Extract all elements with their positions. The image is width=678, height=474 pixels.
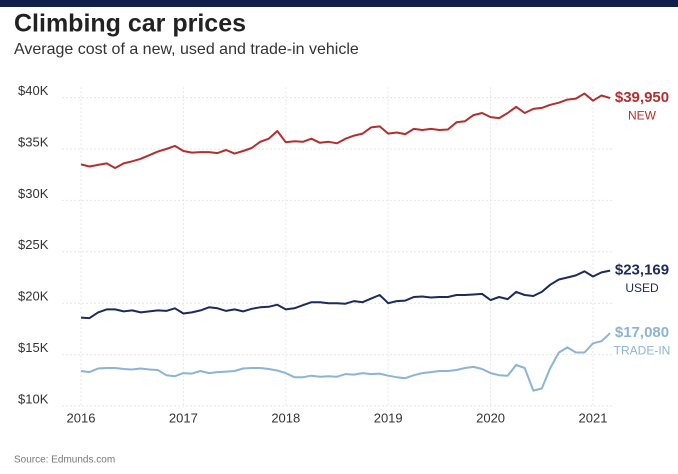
y-tick-label: $20K <box>18 289 49 304</box>
source: Source: Edmunds.com <box>14 455 115 466</box>
top-bar <box>0 0 678 7</box>
legend-label: TRADE-IN <box>614 343 671 357</box>
x-tick-label: 2019 <box>374 410 403 425</box>
end-value-label: $39,950 <box>615 89 669 106</box>
series-line <box>80 269 611 320</box>
y-tick-label: $15K <box>18 340 49 355</box>
chart-subtitle: Average cost of a new, used and trade-in… <box>14 41 359 58</box>
x-tick-label: 2017 <box>169 410 198 425</box>
legend-label: USED <box>625 281 659 295</box>
y-tick-label: $40K <box>18 83 49 98</box>
end-value-label: $23,169 <box>615 262 669 279</box>
x-tick-label: 2021 <box>579 410 608 425</box>
legend-label: NEW <box>628 108 657 122</box>
end-value-label: $17,080 <box>615 324 669 341</box>
x-tick-label: 2018 <box>271 410 300 425</box>
y-tick-label: $10K <box>18 391 49 406</box>
series-line <box>80 92 611 169</box>
x-tick-label: 2016 <box>67 410 96 425</box>
x-tick-label: 2020 <box>476 410 505 425</box>
chart-title: Climbing car prices <box>14 10 246 38</box>
series-line <box>80 332 611 392</box>
y-tick-label: $25K <box>18 237 49 252</box>
y-tick-label: $35K <box>18 134 49 149</box>
y-tick-label: $30K <box>18 186 49 201</box>
